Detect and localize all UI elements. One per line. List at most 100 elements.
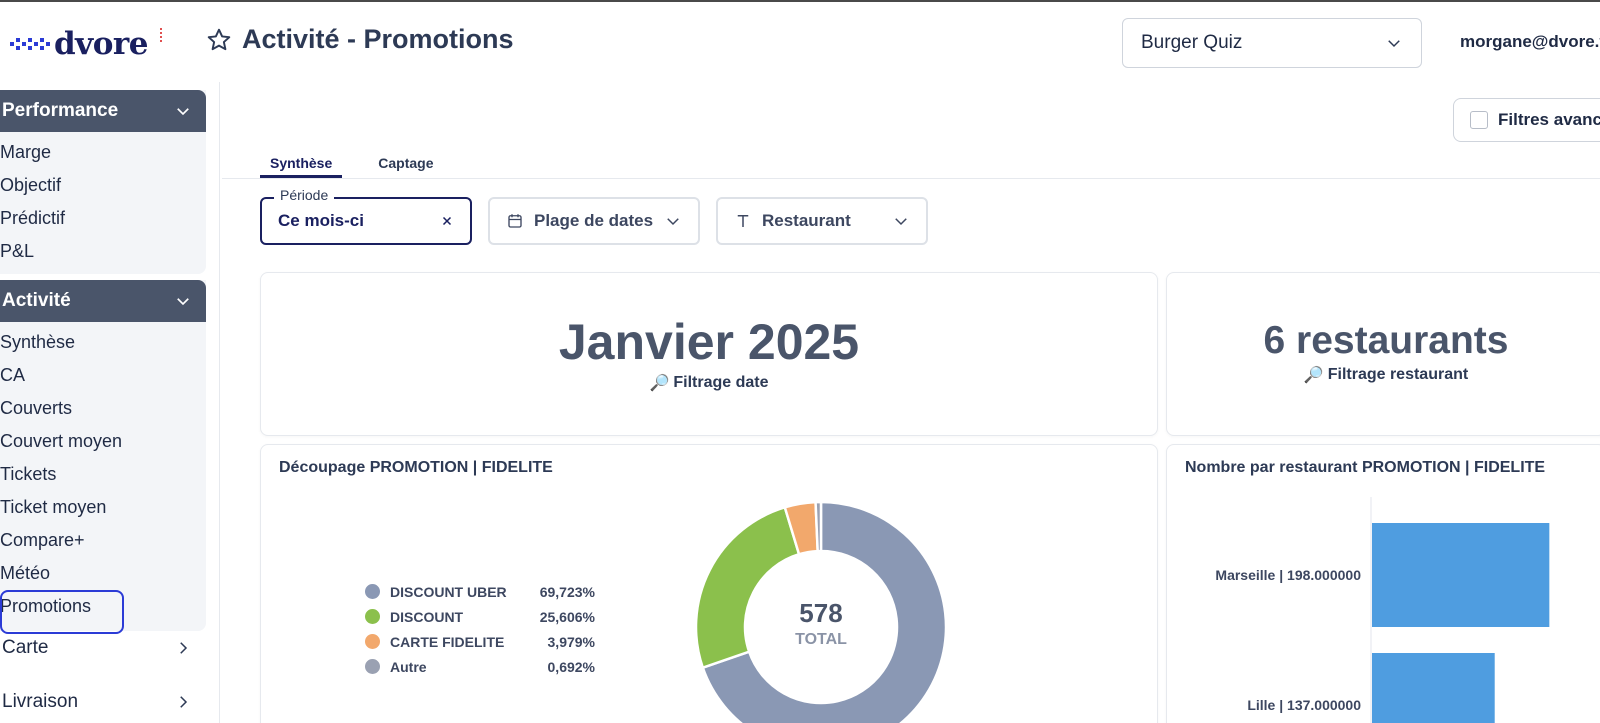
periode-filter[interactable]: Période Ce mois-ci <box>260 187 472 245</box>
sidebar-item-predictif[interactable]: Prédictif <box>0 208 66 228</box>
advanced-filters-checkbox[interactable] <box>1470 111 1488 129</box>
legend-value: 0,692% <box>547 658 595 675</box>
tab-synthese[interactable]: Synthèse <box>260 148 343 178</box>
sidebar-item-pl[interactable]: P&L <box>0 241 35 261</box>
sidebar-group-label: Activité <box>2 290 71 311</box>
magnifier-icon: 🔎 <box>649 375 670 392</box>
header: dvore Activité - Promotions Burger Quiz … <box>0 2 1600 82</box>
bar-chart-title: Nombre par restaurant PROMOTION | FIDELI… <box>1185 459 1546 476</box>
page-title: Activité - Promotions <box>242 24 514 54</box>
date-range-filter[interactable]: Plage de dates <box>488 197 700 245</box>
sidebar-item-synthese[interactable]: Synthèse <box>0 332 76 352</box>
legend-dot <box>365 659 380 674</box>
organisation-select[interactable]: Burger Quiz <box>1122 18 1422 68</box>
legend-value: 69,723% <box>539 583 595 600</box>
user-email[interactable]: morgane@dvore.f <box>1460 32 1600 51</box>
legend-name: Autre <box>390 658 427 675</box>
advanced-filters-toggle[interactable]: Filtres avancé <box>1453 98 1600 142</box>
chart-card-bars: Nombre par restaurant PROMOTION | FIDELI… <box>1166 444 1600 723</box>
donut-slice[interactable] <box>694 505 801 670</box>
tab-captage[interactable]: Captage <box>378 155 434 171</box>
legend-item[interactable]: CARTE FIDELITE 3,979% <box>365 629 595 654</box>
donut-chart-title: Découpage PROMOTION | FIDELITE <box>279 459 553 476</box>
logo-dots-decoration <box>160 28 162 42</box>
kpi-resto-value: 6 restaurants <box>1263 319 1509 362</box>
kpi-date-sub: Filtrage date <box>673 374 769 391</box>
donut-legend: DISCOUNT UBER 69,723% DISCOUNT 25,606% CARTE… <box>365 579 595 679</box>
sidebar: Performance Marge Objectif Prédictif P&L… <box>0 82 220 723</box>
sidebar-group-label: Performance <box>2 100 119 121</box>
sidebar-group-livraison[interactable]: Livraison <box>0 684 206 720</box>
bar-category-label: Marseille | 198.000000 <box>1215 567 1361 583</box>
kpi-card-date: Janvier 2025 🔎 Filtrage date <box>260 272 1158 436</box>
logo[interactable]: dvore <box>8 24 148 64</box>
kpi-date-sub-wrap: 🔎 Filtrage date <box>261 373 1157 393</box>
donut-total-label: TOTAL <box>795 631 847 648</box>
legend-dot <box>365 609 380 624</box>
sidebar-group-label: Livraison <box>2 691 79 712</box>
sidebar-item-ticket-moyen[interactable]: Ticket moyen <box>0 497 107 517</box>
chevron-right-icon <box>180 642 188 654</box>
magnifier-icon: 🔎 <box>1303 367 1324 384</box>
restaurant-filter[interactable]: Restaurant <box>716 197 928 245</box>
tabs: Synthèse Captage <box>260 148 443 178</box>
kpi-resto-sub: Filtrage restaurant <box>1327 366 1469 383</box>
sidebar-item-meteo[interactable]: Météo <box>0 563 51 583</box>
legend-dot <box>365 584 380 599</box>
sidebar-group-header-activite[interactable]: Activité <box>0 280 206 322</box>
sidebar-item-couvert-moyen[interactable]: Couvert moyen <box>0 431 123 451</box>
chevron-down-icon <box>1388 40 1400 48</box>
star-icon[interactable] <box>206 27 232 53</box>
sidebar-item-objectif[interactable]: Objectif <box>0 175 62 195</box>
chevron-right-icon <box>180 696 188 708</box>
legend-name: DISCOUNT UBER <box>390 583 507 600</box>
sidebar-group-carte[interactable]: Carte <box>0 630 206 666</box>
close-icon[interactable] <box>440 214 454 228</box>
sidebar-group-header-performance[interactable]: Performance <box>0 90 206 132</box>
chevron-down-icon <box>177 108 189 116</box>
tabs-divider <box>222 178 1600 179</box>
logo-text: dvore <box>54 26 148 62</box>
advanced-filters-label: Filtres avancé <box>1498 110 1600 129</box>
sidebar-group-activite: Activité Synthèse CA Couverts Couvert mo… <box>0 280 206 634</box>
chevron-down-icon <box>667 218 679 226</box>
sidebar-item-compare[interactable]: Compare+ <box>0 530 85 550</box>
donut-chart: 578 TOTAL <box>694 500 948 723</box>
periode-filter-legend: Période <box>274 187 335 203</box>
sidebar-item-ca[interactable]: CA <box>0 365 26 385</box>
chevron-down-icon <box>177 298 189 306</box>
calendar-icon <box>508 214 522 228</box>
chart-card-donut: Découpage PROMOTION | FIDELITE DISCOUNT … <box>260 444 1158 723</box>
legend-value: 25,606% <box>539 608 595 625</box>
donut-total-value: 578 <box>799 598 842 628</box>
legend-item[interactable]: DISCOUNT 25,606% <box>365 604 595 629</box>
sidebar-item-tickets[interactable]: Tickets <box>0 464 57 484</box>
kpi-date-value: Janvier 2025 <box>558 314 860 370</box>
date-range-filter-label: Plage de dates <box>534 211 654 230</box>
legend-item[interactable]: DISCOUNT UBER 69,723% <box>365 579 595 604</box>
bar[interactable] <box>1372 523 1550 627</box>
sidebar-group-label: Carte <box>2 637 49 658</box>
sidebar-group-performance: Performance Marge Objectif Prédictif P&L <box>0 90 206 274</box>
legend-name: DISCOUNT <box>390 608 464 625</box>
bar-category-label: Lille | 137.000000 <box>1247 697 1361 713</box>
legend-item[interactable]: Autre 0,692% <box>365 654 595 679</box>
donut-slice[interactable] <box>701 500 948 723</box>
restaurant-filter-label: Restaurant <box>762 211 851 230</box>
sidebar-item-couverts[interactable]: Couverts <box>0 398 73 418</box>
page-title-wrap: Activité - Promotions <box>206 24 514 55</box>
kpi-card-restaurants: 6 restaurants 🔎 Filtrage restaurant <box>1166 272 1600 436</box>
main-content: Filtres avancé Synthèse Captage Période … <box>222 84 1600 723</box>
periode-filter-value: Ce mois-ci <box>278 211 364 230</box>
bar-chart: Marseille | 198.000000 Lille | 137.000000 <box>1215 497 1550 723</box>
legend-value: 3,979% <box>547 633 595 650</box>
sidebar-item-promotions[interactable]: Promotions <box>0 590 206 634</box>
legend-dot <box>365 634 380 649</box>
kpi-resto-sub-wrap: 🔎 Filtrage restaurant <box>1167 365 1600 385</box>
bar[interactable] <box>1372 653 1495 723</box>
sidebar-item-marge[interactable]: Marge <box>0 142 52 162</box>
organisation-select-value: Burger Quiz <box>1141 32 1243 53</box>
donut-slice[interactable] <box>814 500 823 553</box>
chevron-down-icon <box>895 218 907 226</box>
logo-mark-icon <box>8 36 50 52</box>
